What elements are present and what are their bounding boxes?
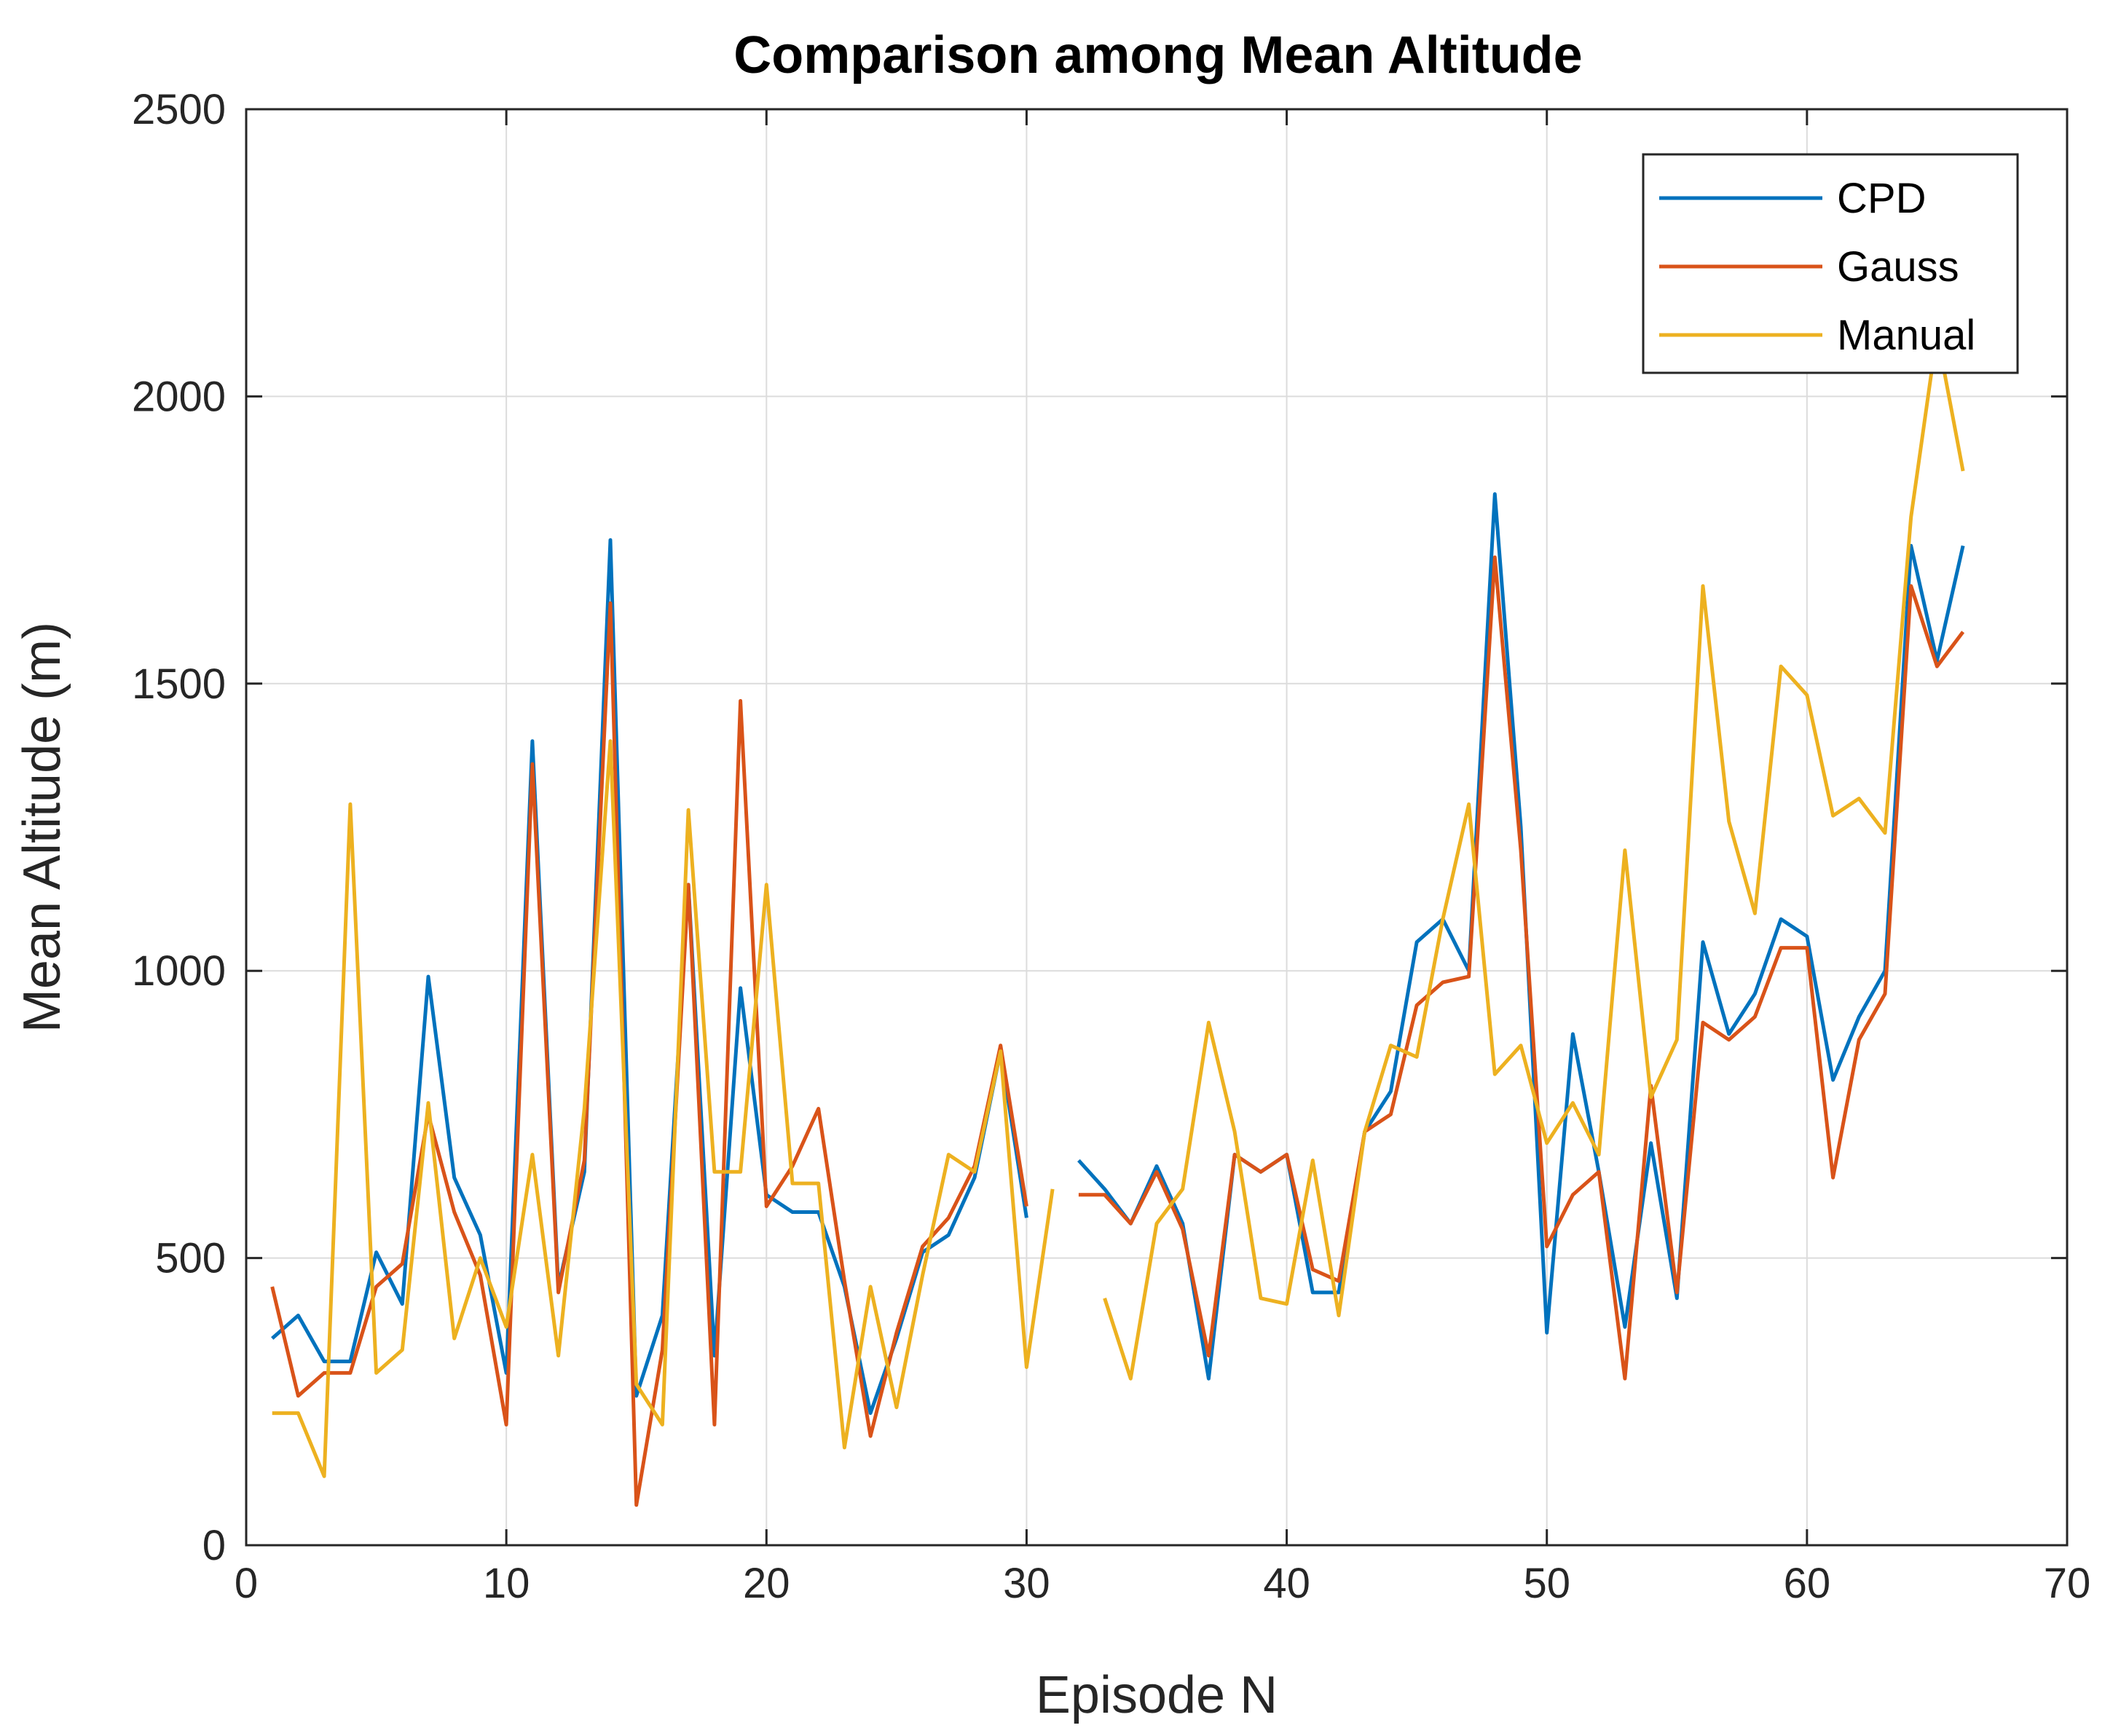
x-axis-label: Episode N	[1036, 1666, 1278, 1724]
x-tick-label: 20	[743, 1560, 790, 1607]
x-tick-label: 70	[2044, 1560, 2091, 1607]
y-tick-label: 2000	[132, 373, 226, 420]
y-tick-label: 500	[155, 1235, 226, 1282]
y-axis-ticks: 0 500 1000 1500 2000 2500	[132, 86, 2067, 1569]
y-tick-label: 1500	[132, 660, 226, 708]
y-tick-label: 0	[202, 1522, 226, 1569]
x-tick-label: 10	[483, 1560, 530, 1607]
y-axis-label: Mean Altitude (m)	[13, 622, 71, 1033]
y-tick-label: 2500	[132, 86, 226, 133]
series-lines	[270, 331, 1965, 1507]
x-tick-label: 60	[1784, 1560, 1831, 1607]
legend-label-cpd: CPD	[1837, 175, 1926, 222]
series-line-manual	[272, 331, 1965, 1478]
plot-area-border	[245, 108, 2069, 1547]
x-tick-label: 0	[235, 1560, 258, 1607]
legend-label-gauss: Gauss	[1837, 243, 1959, 291]
legend: CPD Gauss Manual	[1642, 153, 2019, 374]
x-axis-ticks: 0 10 20 30 40 50 60 70	[235, 109, 2090, 1607]
x-tick-label: 30	[1003, 1560, 1050, 1607]
x-tick-label: 50	[1523, 1560, 1570, 1607]
grid-lines	[246, 109, 2067, 1545]
series-line-gauss	[270, 555, 1965, 1507]
series-manual	[272, 331, 1965, 1478]
series-gauss	[270, 555, 1965, 1507]
chart-title: Comparison among Mean Altitude	[733, 26, 1582, 84]
legend-label-manual: Manual	[1837, 312, 1975, 359]
y-tick-label: 1000	[132, 947, 226, 995]
x-tick-label: 40	[1263, 1560, 1310, 1607]
